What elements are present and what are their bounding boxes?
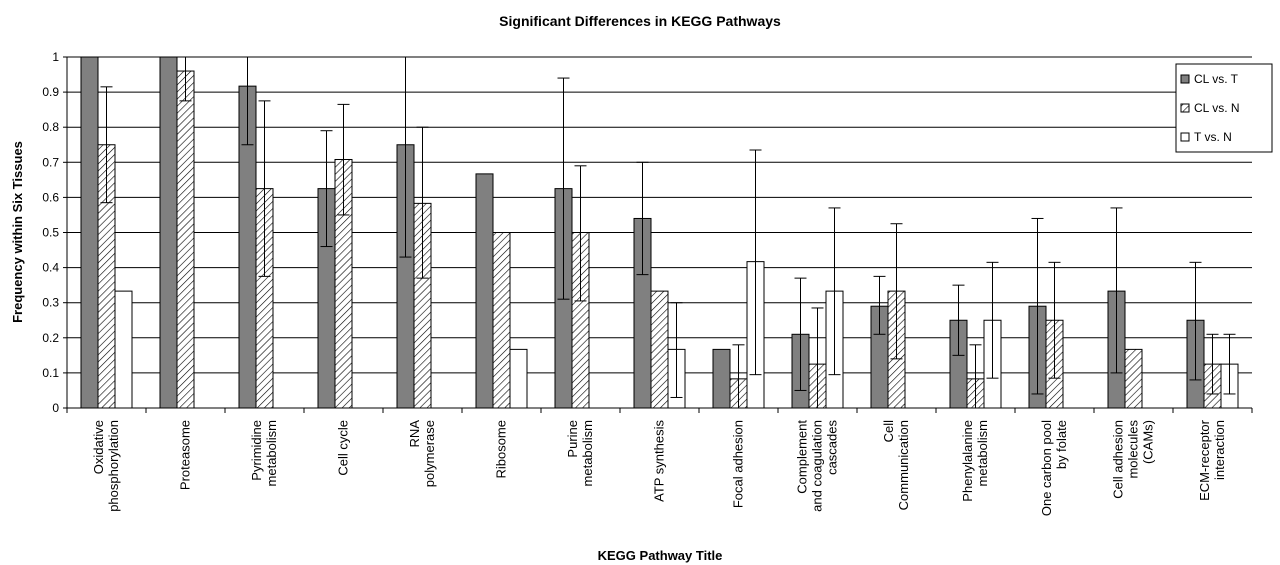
x-tick-labels: Oxidative phosphorylation Proteasome Pyrimi… — [66, 408, 1253, 516]
x-tick-label: metabolism — [975, 420, 990, 486]
bar-clvst-5 — [475, 173, 494, 409]
x-tick-label: Cell — [881, 420, 896, 443]
x-tick-label: (CAMs) — [1141, 420, 1156, 464]
y-tick-label: 0.3 — [42, 296, 59, 310]
x-tick-label: interaction — [1212, 420, 1227, 480]
bar-clvsn-1 — [176, 70, 195, 409]
legend-label-t-vs-n: T vs. N — [1194, 130, 1232, 144]
y-tick-labels: 0 0.1 0.2 0.3 0.4 0.5 0.6 0.7 0.8 0.9 1 — [42, 50, 67, 415]
bar-clvst-1 — [159, 56, 178, 409]
chart-title: Significant Differences in KEGG Pathways — [499, 13, 781, 29]
bar-clvst-0 — [80, 56, 99, 409]
x-tick-label: One carbon pool — [1039, 420, 1054, 516]
legend-label-cl-vs-t: CL vs. T — [1194, 72, 1239, 86]
x-tick-label: Communication — [896, 420, 911, 510]
x-tick-label: cascades — [825, 420, 840, 475]
bars — [80, 56, 1239, 409]
bar-clvsn-5 — [492, 232, 511, 409]
x-tick-label: ATP synthesis — [652, 420, 667, 502]
x-tick-label: Cell cycle — [336, 420, 351, 476]
x-tick-label: phosphorylation — [106, 420, 121, 512]
x-axis-label: KEGG Pathway Title — [598, 548, 723, 563]
x-tick-label: Purine — [565, 420, 580, 458]
x-tick-label: metabolism — [580, 420, 595, 486]
y-tick-label: 0.2 — [42, 331, 59, 345]
x-tick-label: Focal adhesion — [731, 420, 746, 508]
legend-swatch-t-vs-n — [1180, 132, 1190, 142]
x-tick-label: Ribosome — [494, 420, 509, 479]
y-tick-label: 0.7 — [42, 155, 59, 169]
legend-label-cl-vs-n: CL vs. N — [1194, 101, 1240, 115]
x-tick-label: ECM-receptor — [1197, 419, 1212, 501]
y-tick-label: 0.5 — [42, 226, 59, 240]
x-tick-label: Pyrimidine — [249, 420, 264, 481]
x-tick-label: molecules — [1126, 420, 1141, 479]
y-tick-label: 0.8 — [42, 120, 59, 134]
legend-swatch-cl-vs-n — [1180, 103, 1190, 113]
bar-clvsn-7 — [650, 290, 669, 409]
bar-tvsn-0 — [114, 290, 133, 409]
x-tick-label: Oxidative — [91, 420, 106, 474]
y-tick-label: 0.1 — [42, 366, 59, 380]
y-tick-label: 0 — [52, 401, 59, 415]
y-tick-label: 1 — [52, 50, 59, 64]
bar-tvsn-5 — [509, 348, 528, 409]
x-tick-label: and coagulation — [810, 420, 825, 512]
legend-swatch-cl-vs-t — [1180, 74, 1190, 84]
x-tick-label: Proteasome — [178, 420, 193, 490]
x-tick-label: Cell adhesion — [1111, 420, 1126, 499]
y-axis-label: Frequency within Six Tissues — [10, 141, 25, 323]
legend: CL vs. T CL vs. N T vs. N — [1175, 63, 1273, 153]
bar-clvst-8 — [712, 348, 731, 409]
x-tick-label: RNA — [407, 420, 422, 448]
x-tick-label: Phenylalanine — [960, 420, 975, 502]
x-tick-label: Complement — [795, 420, 810, 494]
y-tick-label: 0.6 — [42, 190, 59, 204]
error-bars — [100, 57, 1236, 409]
legend-box — [1175, 63, 1273, 153]
bar-clvsn-13 — [1124, 348, 1143, 409]
y-tick-label: 0.9 — [42, 85, 59, 99]
y-tick-label: 0.4 — [42, 261, 59, 275]
x-tick-label: metabolism — [264, 420, 279, 486]
x-tick-label: by folate — [1054, 420, 1069, 469]
x-tick-label: polymerase — [422, 420, 437, 487]
